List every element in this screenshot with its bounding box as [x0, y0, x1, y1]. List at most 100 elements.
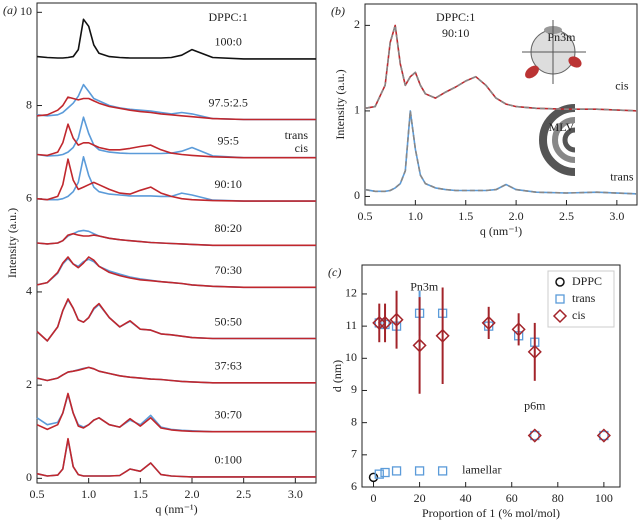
phase-label: lamellar	[462, 463, 501, 477]
x-tick-label: 0.5	[30, 487, 45, 501]
legend-entry: DPPC	[572, 274, 602, 288]
annotation: DPPC:1	[208, 10, 247, 24]
sample-label: 70:30	[214, 263, 241, 277]
phase-label: Pn3m	[410, 279, 439, 293]
point	[368, 472, 379, 483]
curve	[364, 110, 638, 195]
curve	[36, 256, 316, 289]
y-tick-label: 10	[345, 350, 357, 364]
legend-entry: trans	[285, 128, 309, 142]
legend-marker	[555, 294, 565, 304]
point	[599, 430, 609, 441]
x-tick-label: 2.5	[559, 209, 574, 223]
point	[389, 312, 404, 327]
sample-label: 80:20	[214, 221, 241, 235]
legend-entry: cis	[295, 141, 309, 155]
annotation: 90:10	[442, 26, 469, 40]
x-tick-label: 2.0	[185, 487, 200, 501]
panel-label: (a)	[3, 3, 17, 17]
pn3m-icon	[522, 20, 586, 84]
point	[374, 469, 384, 479]
curve	[36, 437, 316, 478]
curve	[36, 158, 316, 202]
sample-label: 0:100	[214, 453, 241, 467]
y-axis-label: Intensity (a.u.)	[333, 69, 347, 139]
y-tick-label: 7	[351, 447, 357, 461]
x-tick-label: 60	[506, 491, 518, 505]
plot-frame	[364, 3, 638, 206]
fit-curve	[364, 110, 638, 195]
curve	[36, 156, 316, 202]
point	[380, 467, 390, 478]
x-tick-label: 0.5	[358, 209, 373, 223]
legend-box	[547, 270, 615, 328]
mlv-icon	[539, 104, 576, 176]
sample-label: 37:63	[214, 359, 241, 373]
annotation: DPPC:1	[436, 10, 475, 24]
legend-marker	[555, 277, 565, 287]
y-tick-label: 11	[345, 318, 357, 332]
point	[511, 322, 526, 337]
curve	[36, 232, 316, 247]
y-tick-label: 6	[351, 479, 357, 493]
legend-entry: cis	[572, 308, 586, 322]
x-axis-label: Proportion of 1 (% mol/mol)	[422, 506, 560, 520]
x-tick-label: 40	[460, 491, 472, 505]
plot-frame	[361, 264, 621, 488]
x-tick-label: 100	[595, 491, 613, 505]
curve	[36, 298, 316, 342]
point	[596, 428, 611, 443]
x-tick-label: 80	[552, 491, 564, 505]
phase-label: Pn3m	[547, 30, 576, 44]
x-axis-label: q (nm⁻¹)	[480, 224, 522, 238]
y-tick-label: 8	[26, 97, 32, 111]
legend-marker	[552, 308, 568, 324]
series-label: cis	[615, 79, 629, 93]
point	[437, 466, 448, 476]
x-tick-label: 3.0	[288, 487, 303, 501]
point	[481, 315, 496, 330]
y-tick-label: 12	[345, 286, 357, 300]
sample-label: 30:70	[214, 407, 241, 421]
x-tick-label: 2.5	[236, 487, 251, 501]
y-tick-label: 2	[354, 17, 360, 31]
point	[435, 328, 450, 343]
x-axis-label: q (nm⁻¹)	[155, 502, 197, 516]
fit-curve	[364, 24, 638, 112]
sample-label: 90:10	[214, 177, 241, 191]
y-tick-label: 10	[20, 4, 32, 18]
x-tick-label: 0	[371, 491, 377, 505]
y-tick-label: 2	[26, 377, 32, 391]
point	[372, 315, 387, 330]
curve	[36, 392, 316, 433]
y-tick-label: 8	[351, 414, 357, 428]
curve	[36, 83, 316, 121]
x-tick-label: 2.0	[509, 209, 524, 223]
point	[527, 344, 542, 359]
sample-label: 50:50	[214, 314, 241, 328]
y-tick-label: 9	[351, 382, 357, 396]
y-tick-label: 4	[26, 284, 32, 298]
curve	[36, 116, 316, 159]
point	[527, 428, 542, 443]
y-tick-label: 6	[26, 190, 32, 204]
y-axis-label: d (nm)	[330, 360, 344, 392]
curve	[36, 366, 316, 384]
x-tick-label: 3.0	[609, 209, 624, 223]
curve	[36, 96, 316, 121]
y-tick-label: 1	[354, 103, 360, 117]
point	[414, 466, 425, 476]
point	[412, 338, 427, 353]
panel-label: (b)	[331, 4, 345, 18]
point	[391, 466, 402, 476]
series-label: trans	[610, 169, 634, 183]
y-tick-label: 0	[354, 188, 360, 202]
y-tick-label: 0	[26, 470, 32, 484]
panel-label: (c)	[328, 265, 341, 279]
curve	[36, 18, 316, 60]
sample-label: 95:5	[217, 133, 238, 147]
curve	[364, 24, 638, 112]
point	[377, 315, 393, 330]
point	[530, 430, 540, 441]
